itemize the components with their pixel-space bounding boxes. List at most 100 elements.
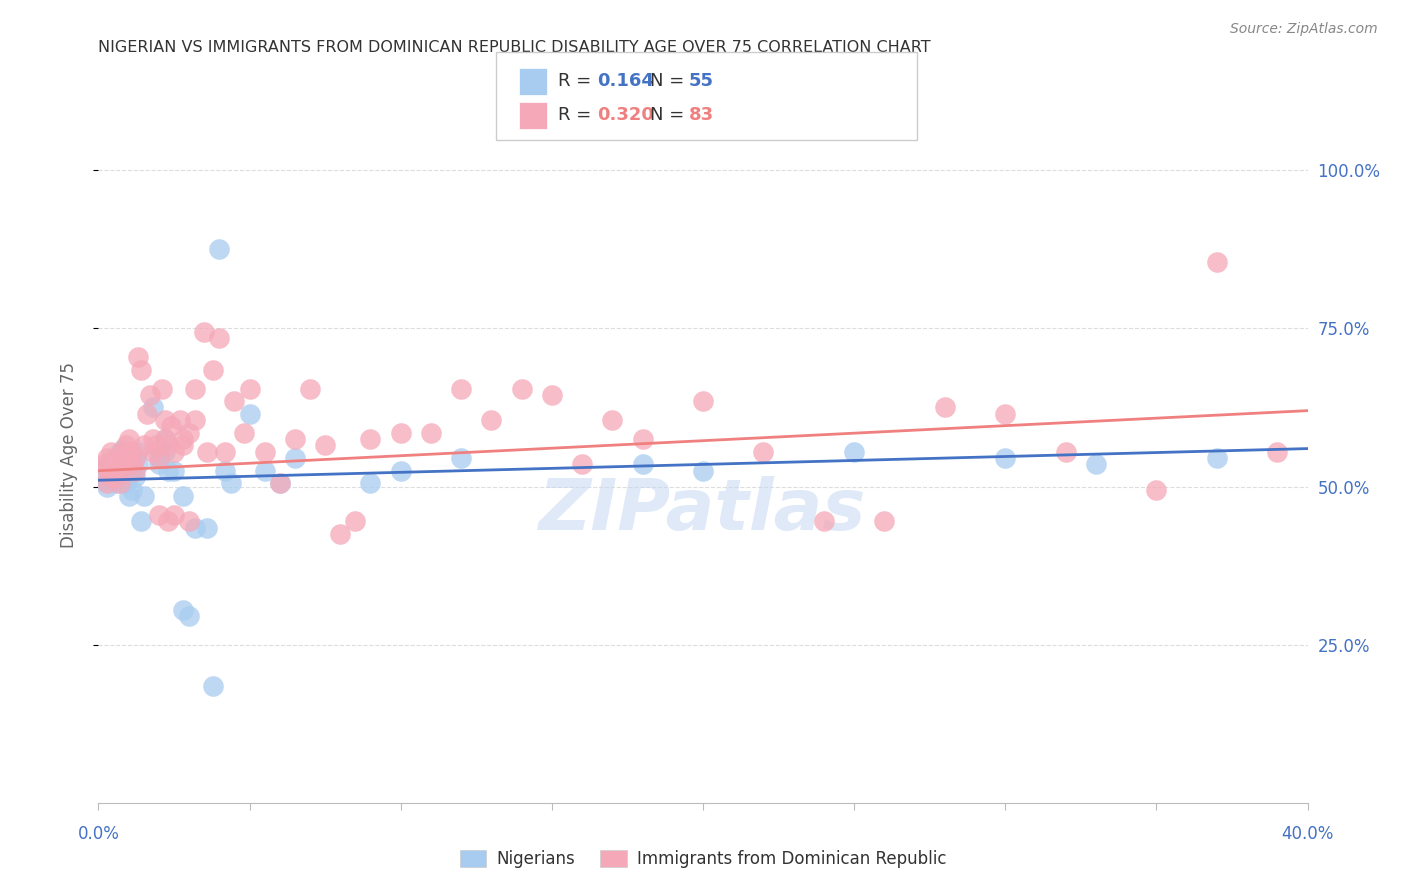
Text: N =: N =	[650, 72, 689, 90]
Point	[602, 413, 624, 427]
Point	[129, 514, 152, 528]
Point	[208, 331, 231, 345]
Point	[692, 464, 714, 478]
Point	[1206, 255, 1229, 269]
Point	[510, 382, 533, 396]
Point	[481, 413, 503, 427]
Point	[202, 679, 225, 693]
Point	[121, 483, 143, 497]
Point	[314, 438, 336, 452]
Point	[239, 382, 262, 396]
Point	[1206, 451, 1229, 466]
Point	[692, 394, 714, 409]
Point	[224, 394, 246, 409]
Point	[389, 464, 412, 478]
Point	[221, 476, 243, 491]
Point	[148, 451, 170, 466]
Point	[253, 444, 276, 458]
Point	[105, 451, 128, 466]
Point	[172, 489, 194, 503]
Text: 55: 55	[689, 72, 714, 90]
Point	[153, 432, 176, 446]
Point	[169, 413, 191, 427]
Point	[96, 476, 118, 491]
Text: NIGERIAN VS IMMIGRANTS FROM DOMINICAN REPUBLIC DISABILITY AGE OVER 75 CORRELATIO: NIGERIAN VS IMMIGRANTS FROM DOMINICAN RE…	[98, 40, 931, 55]
Point	[360, 432, 382, 446]
Point	[160, 419, 183, 434]
Text: R =: R =	[558, 106, 598, 124]
Point	[124, 451, 146, 466]
Point	[269, 476, 291, 491]
Point	[156, 514, 179, 528]
Point	[148, 458, 170, 472]
Point	[96, 467, 118, 481]
Point	[631, 458, 654, 472]
Point	[156, 464, 179, 478]
Point	[127, 458, 149, 472]
Point	[100, 458, 122, 472]
Point	[184, 521, 207, 535]
Point	[93, 473, 115, 487]
Point	[1267, 444, 1289, 458]
Point	[284, 451, 307, 466]
Point	[111, 444, 134, 458]
Point	[172, 432, 194, 446]
Point	[114, 451, 136, 466]
Point	[193, 325, 215, 339]
Point	[450, 382, 472, 396]
Point	[344, 514, 367, 528]
Point	[420, 425, 443, 440]
Point	[121, 458, 143, 472]
Point	[142, 432, 165, 446]
Point	[202, 362, 225, 376]
Text: 40.0%: 40.0%	[1281, 825, 1334, 843]
Point	[114, 476, 136, 491]
Point	[148, 508, 170, 522]
Point	[153, 444, 176, 458]
Point	[284, 432, 307, 446]
Point	[124, 451, 146, 466]
Point	[269, 476, 291, 491]
Point	[172, 438, 194, 452]
Point	[90, 460, 112, 475]
Point	[103, 458, 125, 472]
Point	[163, 508, 186, 522]
Point	[153, 432, 176, 446]
Point	[1144, 483, 1167, 497]
Point	[1054, 444, 1077, 458]
Point	[873, 514, 896, 528]
Y-axis label: Disability Age Over 75: Disability Age Over 75	[59, 362, 77, 548]
Point	[142, 401, 165, 415]
Legend: Nigerians, Immigrants from Dominican Republic: Nigerians, Immigrants from Dominican Rep…	[453, 843, 953, 874]
Point	[124, 470, 146, 484]
Point	[111, 458, 134, 472]
Point	[150, 382, 173, 396]
Point	[179, 425, 201, 440]
Point	[389, 425, 412, 440]
Point	[103, 464, 125, 478]
Point	[172, 603, 194, 617]
Point	[103, 464, 125, 478]
Point	[184, 382, 207, 396]
Text: N =: N =	[650, 106, 689, 124]
Point	[105, 476, 128, 491]
Point	[135, 407, 157, 421]
Point	[121, 444, 143, 458]
Point	[994, 451, 1017, 466]
Point	[179, 609, 201, 624]
Point	[111, 464, 134, 478]
Point	[239, 407, 262, 421]
Point	[156, 438, 179, 452]
Point	[752, 444, 775, 458]
Point	[96, 479, 118, 493]
Text: Source: ZipAtlas.com: Source: ZipAtlas.com	[1230, 22, 1378, 37]
Point	[163, 444, 186, 458]
Point	[129, 362, 152, 376]
Point	[994, 407, 1017, 421]
Point	[934, 401, 956, 415]
Text: R =: R =	[558, 72, 598, 90]
Point	[105, 458, 128, 472]
Point	[103, 470, 125, 484]
Point	[108, 470, 131, 484]
Point	[163, 464, 186, 478]
